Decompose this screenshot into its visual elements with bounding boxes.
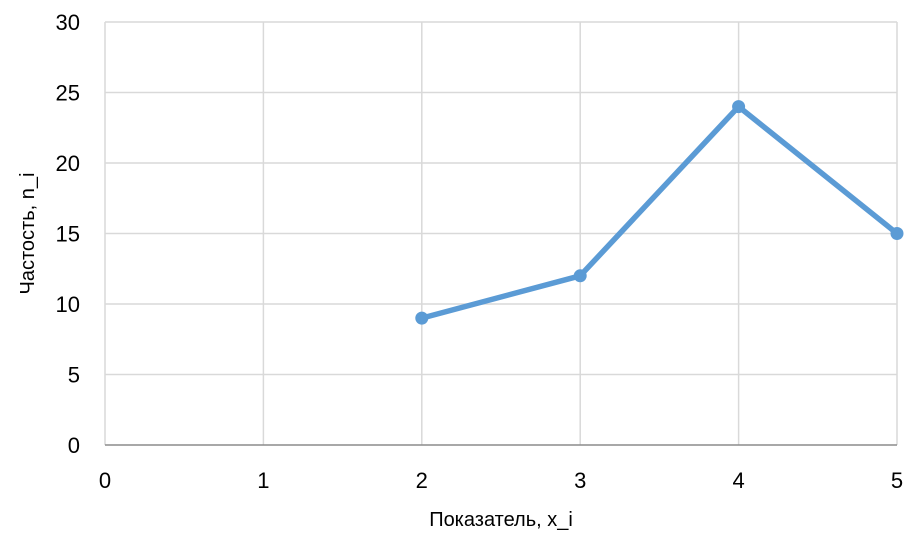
x-tick-label: 1: [257, 468, 269, 493]
series: [415, 100, 904, 325]
y-tick-label: 15: [56, 222, 80, 247]
x-tick-label: 0: [99, 468, 111, 493]
y-tick-label: 5: [68, 363, 80, 388]
x-tick-label: 3: [574, 468, 586, 493]
x-axis-title: Показатель, x_i: [429, 509, 573, 531]
y-tick-label: 0: [68, 433, 80, 458]
y-tick-label: 30: [56, 10, 80, 35]
grid: [104, 21, 898, 445]
y-tick-label: 20: [56, 151, 80, 176]
series-line: [419, 103, 900, 321]
y-axis-title: Частость, n_i: [17, 173, 39, 295]
x-tick-label: 4: [732, 468, 744, 493]
y-tick-label: 25: [56, 81, 80, 106]
data-point: [415, 311, 429, 325]
x-tick-label: 2: [416, 468, 428, 493]
tick-labels: 0 5 10 15 20 25 30 0 1 2 3 4 5: [56, 10, 904, 493]
data-point: [890, 227, 904, 240]
x-tick-label: 5: [891, 468, 903, 493]
data-point: [573, 269, 587, 283]
data-point: [732, 100, 746, 114]
y-tick-label: 10: [56, 292, 80, 317]
